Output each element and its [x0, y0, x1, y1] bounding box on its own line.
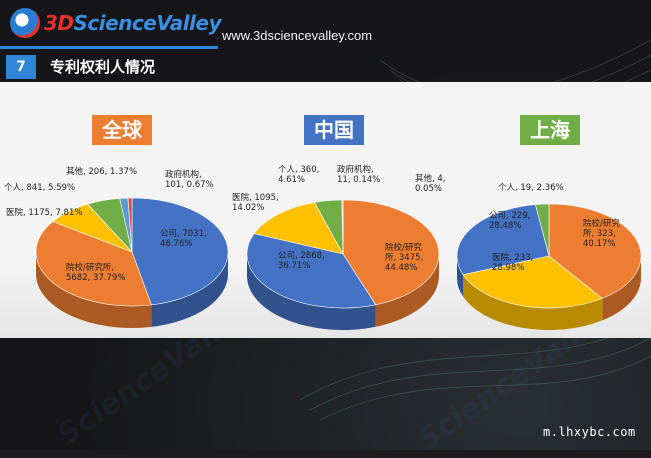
pie-chart-2: 院校/研究所, 323,40.17%医院, 233,28.98%公司, 229,… [457, 183, 641, 330]
data-label-政府机构: 政府机构,101, 0.67% [165, 169, 214, 190]
chart-title-global: 全球 [92, 115, 152, 145]
data-label-个人: 个人, 360,4.61% [278, 165, 319, 185]
data-label-个人: 个人, 19, 2.36% [498, 183, 564, 193]
data-label-其他: 其他, 206, 1.37% [66, 166, 137, 177]
data-label-其他: 其他, 4,0.05% [415, 173, 446, 194]
chart-title-shanghai: 上海 [520, 115, 580, 145]
data-label-医院: 医院, 1175, 7.81% [6, 207, 82, 218]
watermark: m.lhxybc.com [543, 425, 636, 439]
data-label-医院: 医院, 1095,14.02% [232, 192, 279, 213]
pie-chart-1: 院校/研究所, 3475,44.48%公司, 2868,36.71%医院, 10… [232, 164, 446, 330]
data-label-个人: 个人, 841, 5.59% [4, 183, 75, 193]
data-label-院校/研究所: 院校/研究所, 323,40.17% [583, 218, 620, 249]
chart-title-china: 中国 [304, 115, 364, 145]
data-label-政府机构: 政府机构,11, 0.14% [337, 164, 380, 185]
pie-chart-0: 公司, 7031,46.76%院校/研究所,5682, 37.79%医院, 11… [4, 166, 228, 328]
